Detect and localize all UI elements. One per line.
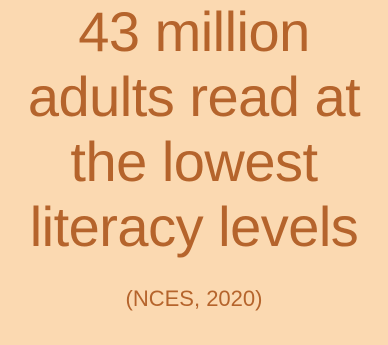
headline-line-1: 43 million: [78, 0, 310, 63]
headline-line-4: literacy levels: [29, 195, 359, 258]
headline-line-3: the lowest: [70, 130, 318, 193]
source-citation: (NCES, 2020): [125, 286, 263, 311]
headline-line-2: adults read at: [27, 65, 361, 128]
